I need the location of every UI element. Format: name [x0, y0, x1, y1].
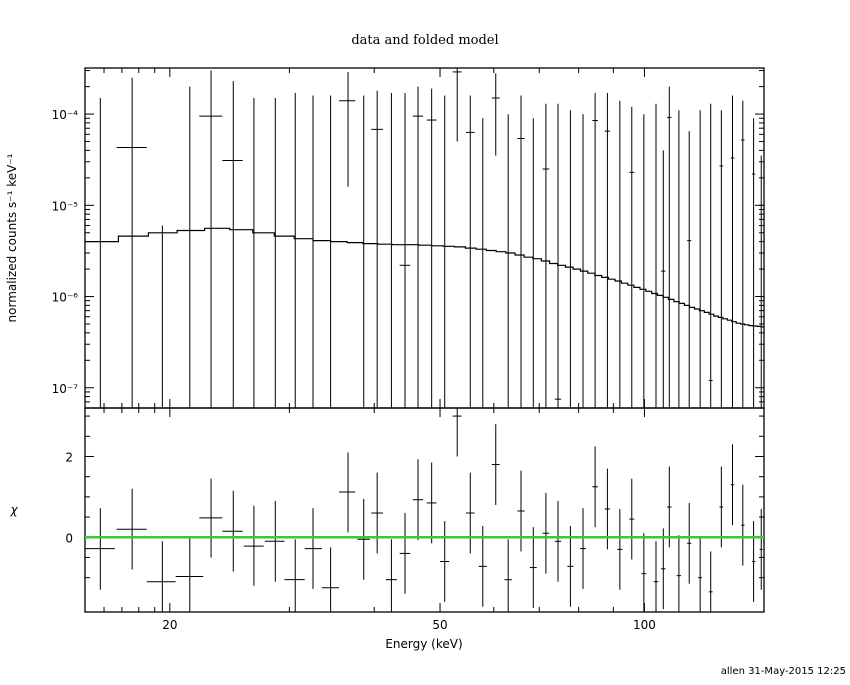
- top-data-point: [465, 95, 475, 408]
- top-data-point: [687, 131, 692, 408]
- residual-point: [604, 468, 611, 550]
- top-data-point: [629, 106, 635, 408]
- chart-title: data and folded model: [351, 33, 498, 48]
- bottom-panel: 20 50 100 0 2: [65, 407, 765, 632]
- residual-point: [719, 466, 724, 548]
- top-data-point: [730, 95, 735, 408]
- residual-point: [661, 528, 666, 610]
- top-data-point: [592, 93, 598, 408]
- bottom-y-tick-label: 2: [65, 450, 73, 464]
- residual-point: [116, 488, 147, 570]
- residual-point: [357, 498, 370, 580]
- residual-point: [222, 490, 243, 572]
- residual-point: [243, 505, 264, 586]
- residual-point: [371, 472, 383, 554]
- residual-point: [304, 508, 322, 589]
- top-data-point: [491, 73, 500, 156]
- bottom-y-tick-label: 0: [65, 531, 73, 545]
- top-data-point: [517, 95, 525, 408]
- top-y-tick-label: 10⁻⁷: [52, 382, 79, 396]
- residual-point: [687, 502, 692, 584]
- top-data-point: [708, 103, 713, 408]
- residual-point: [708, 551, 713, 612]
- residual-point: [542, 492, 550, 574]
- x-axis-label: Energy (keV): [385, 637, 462, 651]
- residual-point: [667, 466, 672, 548]
- top-model-histogram: [85, 227, 764, 328]
- top-data-point: [339, 71, 356, 187]
- bottom-y-axis-label: χ: [9, 503, 18, 517]
- residual-point: [741, 484, 745, 566]
- residual-point: [676, 535, 681, 612]
- residual-point: [730, 444, 735, 526]
- residual-point: [491, 424, 500, 505]
- residual-point: [653, 541, 659, 612]
- residual-point: [199, 478, 223, 558]
- top-y-tick-label: 10⁻⁶: [52, 291, 79, 305]
- top-data-point: [759, 155, 763, 408]
- residual-point: [284, 539, 305, 612]
- top-data-point: [741, 100, 745, 408]
- top-data-point: [667, 86, 672, 408]
- top-data-point: [412, 86, 424, 408]
- residual-point: [399, 513, 411, 594]
- model-step-line: [85, 227, 764, 328]
- residual-point: [554, 500, 562, 582]
- residual-point: [478, 525, 487, 607]
- top-panel-ticks: 10⁻⁷ 10⁻⁶ 10⁻⁵ 10⁻⁴: [52, 68, 765, 409]
- residual-point: [617, 508, 623, 590]
- top-y-tick-label: 10⁻⁵: [52, 199, 79, 213]
- residual-point: [385, 539, 397, 612]
- top-y-axis-label: normalized counts s⁻¹ keV⁻¹: [5, 153, 19, 322]
- x-tick-label: 20: [162, 618, 177, 632]
- x-tick-label: 100: [633, 618, 656, 632]
- residual-point: [339, 452, 356, 533]
- residual-point: [146, 541, 176, 612]
- top-data-point: [426, 88, 437, 408]
- residual-point: [452, 408, 462, 457]
- top-data-point: [399, 93, 411, 408]
- residual-point: [580, 508, 586, 589]
- residual-point: [698, 537, 703, 612]
- residual-point: [641, 533, 647, 612]
- top-data-point: [222, 81, 243, 408]
- residual-point: [440, 521, 450, 602]
- top-data-point: [554, 103, 562, 408]
- residual-point: [592, 446, 598, 528]
- bottom-data-points: [85, 408, 763, 612]
- footer-timestamp: allen 31-May-2015 12:25: [721, 666, 846, 677]
- residual-point: [264, 500, 285, 582]
- residual-point: [751, 521, 756, 602]
- residual-point: [567, 525, 574, 607]
- top-data-point: [116, 77, 147, 408]
- residual-point: [529, 527, 537, 608]
- residual-point: [426, 462, 437, 544]
- bottom-panel-frame: [84, 407, 765, 613]
- top-data-point: [604, 93, 611, 408]
- top-data-point: [661, 150, 666, 408]
- top-data-point: [371, 90, 383, 408]
- residual-point: [759, 508, 763, 590]
- residual-point: [504, 539, 512, 612]
- top-y-tick-label: 10⁻⁴: [52, 108, 79, 122]
- residual-point: [85, 508, 115, 590]
- top-data-point: [452, 68, 462, 142]
- top-data-point: [751, 118, 756, 408]
- residual-point: [629, 478, 635, 560]
- top-data-point: [542, 103, 550, 408]
- top-data-point: [719, 110, 724, 408]
- residual-point: [175, 537, 204, 612]
- residual-point: [465, 472, 475, 554]
- top-data-point: [199, 70, 223, 408]
- x-tick-label: 50: [432, 618, 447, 632]
- bottom-panel-ticks: 20 50 100 0 2: [65, 408, 765, 632]
- residual-point: [412, 459, 424, 541]
- residual-point: [321, 547, 340, 612]
